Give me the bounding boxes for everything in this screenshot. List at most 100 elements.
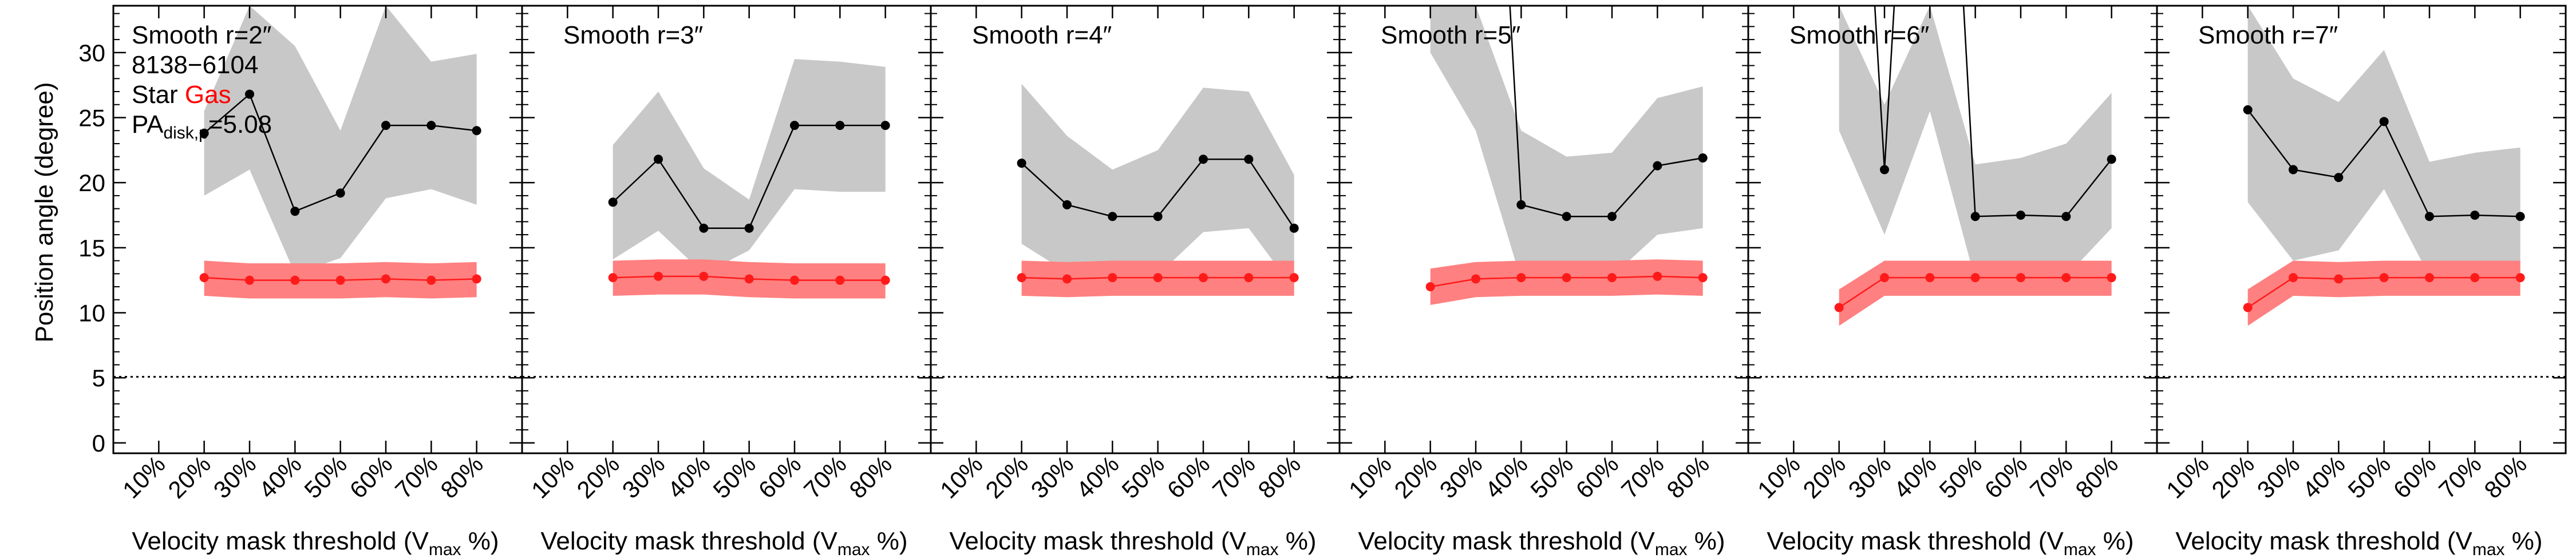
star-point [790, 121, 799, 130]
gas-point [1653, 271, 1662, 281]
x-tick-label: 10% [1752, 450, 1805, 504]
y-axis-label: Position angle (degree) [30, 82, 58, 343]
panel-3: 10%20%30%40%50%60%70%80% Velocity mask th… [930, 5, 1341, 558]
plot-area [1748, 6, 2157, 378]
gas-point [381, 274, 390, 284]
gas-point [1698, 273, 1708, 283]
x-tick-label: 40% [1480, 450, 1533, 504]
gas-point [1516, 273, 1526, 283]
gas-point [1108, 273, 1117, 283]
x-tick-label: 20% [1389, 450, 1442, 504]
x-tick-label: 80% [844, 450, 897, 504]
x-tick-label: 70% [1616, 450, 1669, 504]
gas-point [2425, 273, 2434, 283]
x-tick-label: 50% [1116, 450, 1170, 504]
gas-point [472, 274, 481, 284]
panel-2: 10%20%30%40%50%60%70%80% Velocity mask th… [521, 5, 932, 558]
panel-title: Smooth r=2″ [132, 21, 271, 49]
star-point [880, 121, 890, 130]
star-point [2379, 117, 2389, 126]
x-tick-label: 60% [753, 450, 807, 504]
x-axis-label: Velocity mask threshold (Vmax %) [540, 527, 907, 558]
x-tick-label: 20% [980, 450, 1033, 504]
star-point [245, 89, 254, 99]
gas-point [2016, 273, 2025, 283]
star-point [1062, 200, 1072, 209]
gas-point [1834, 303, 1844, 312]
x-tick-label: 10% [526, 450, 579, 504]
gas-point [1425, 282, 1435, 292]
star-point [2425, 212, 2434, 221]
panel-4: 10%20%30%40%50%60%70%80% Velocity mask th… [1338, 5, 1749, 558]
star-point [1562, 212, 1571, 221]
star-point [1607, 212, 1617, 221]
star-point [744, 223, 754, 233]
x-tick-label: 40% [1071, 450, 1124, 504]
x-axis-label: Velocity mask threshold (Vmax %) [1358, 527, 1725, 558]
star-point [2334, 173, 2344, 183]
x-tick-label: 60% [345, 450, 398, 504]
gas-point [1970, 273, 1980, 283]
gas-point [1244, 273, 1254, 283]
x-tick-label: 30% [2252, 450, 2305, 504]
pa-disk-label: PAdisk,p=5.08 [132, 110, 272, 143]
gas-point [1880, 273, 1889, 283]
panel-title: Smooth r=5″ [1381, 21, 1520, 49]
x-tick-label: 10% [117, 450, 171, 504]
gas-point [1607, 273, 1617, 283]
x-tick-label: 40% [662, 450, 716, 504]
star-point [1289, 223, 1299, 233]
x-tick-label: 70% [799, 450, 852, 504]
star-point [2243, 105, 2253, 114]
star-band [1021, 84, 1294, 290]
x-tick-label: 30% [1843, 450, 1897, 504]
x-tick-label: 10% [935, 450, 988, 504]
star-point [199, 128, 209, 138]
gas-point [1925, 273, 1935, 283]
star-point [335, 188, 345, 198]
star-band [2247, 6, 2520, 282]
star-point [2016, 210, 2025, 220]
x-tick-label: 80% [2479, 450, 2532, 504]
panel-title: Smooth r=7″ [2198, 21, 2338, 49]
x-tick-label: 60% [1571, 450, 1624, 504]
x-tick-label: 80% [435, 450, 488, 504]
gas-point [199, 273, 209, 283]
x-tick-label: 40% [2297, 450, 2350, 504]
y-tick-label: 30 [78, 39, 105, 66]
legend-star: Star [132, 81, 185, 109]
star-point [472, 126, 481, 136]
x-tick-label: 80% [1253, 450, 1306, 504]
x-tick-label: 70% [2025, 450, 2078, 504]
star-point [1017, 159, 1026, 168]
gas-point [744, 274, 754, 284]
gas-point [654, 271, 663, 281]
plot-area [1340, 6, 1748, 378]
star-band [613, 59, 886, 274]
star-point [1199, 155, 1208, 164]
x-tick-label: 30% [617, 450, 670, 504]
gas-point [880, 275, 890, 285]
x-tick-label: 70% [2433, 450, 2487, 504]
x-tick-label: 50% [708, 450, 761, 504]
x-tick-label: 60% [2388, 450, 2441, 504]
x-tick-label: 70% [390, 450, 443, 504]
panel-title: Smooth r=4″ [972, 21, 1112, 49]
gas-point [699, 271, 709, 281]
y-tick-label: 15 [78, 235, 105, 262]
x-tick-label: 80% [2070, 450, 2123, 504]
x-tick-label: 20% [571, 450, 625, 504]
gas-point [1562, 273, 1571, 283]
x-tick-label: 50% [1934, 450, 1987, 504]
gas-point [2470, 273, 2480, 283]
y-tick-label: 0 [92, 430, 105, 457]
gas-point [1062, 274, 1072, 284]
gas-point [335, 275, 345, 285]
x-tick-label: 20% [1797, 450, 1851, 504]
panel-6: 10%20%30%40%50%60%70%80% Velocity mask th… [2156, 5, 2567, 558]
gas-point [835, 275, 845, 285]
panel-frame [2156, 5, 2567, 454]
panel-5: 10%20%30%40%50%60%70%80% Velocity mask th… [1747, 5, 2158, 558]
star-point [381, 121, 390, 130]
